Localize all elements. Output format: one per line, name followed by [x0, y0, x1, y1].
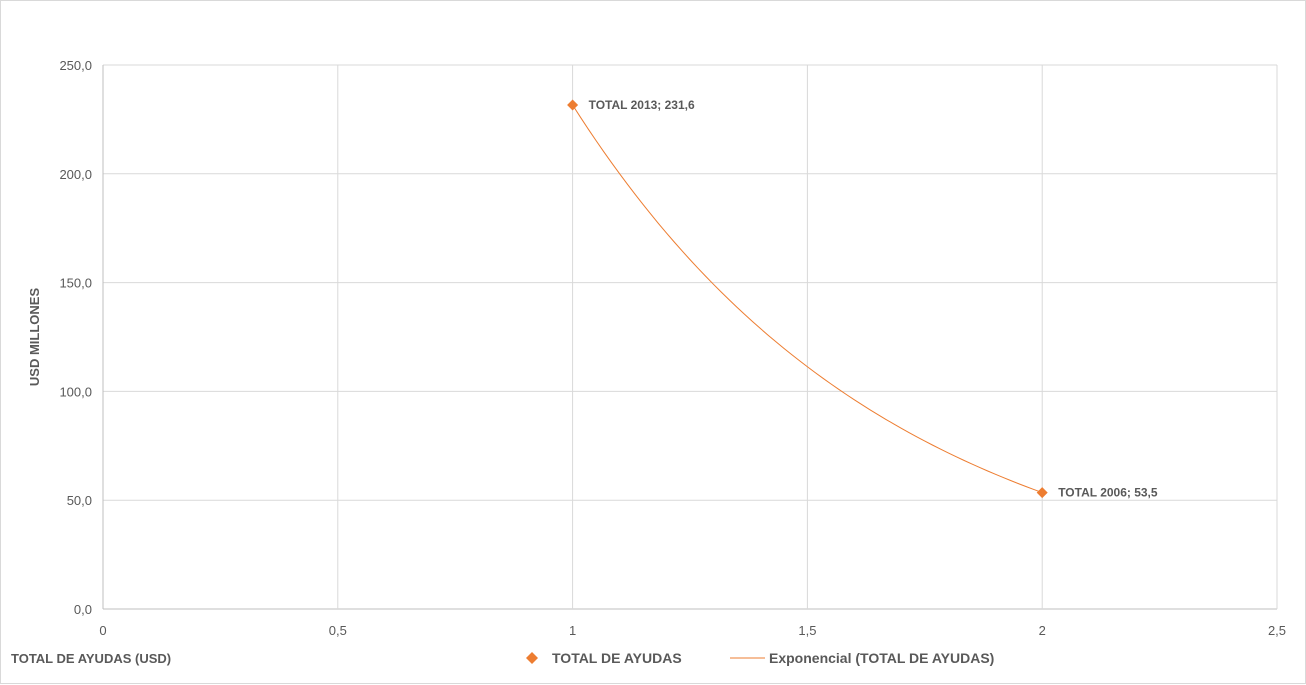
- data-label: TOTAL 2006; 53,5: [1058, 486, 1158, 500]
- x-tick-label: 0,5: [329, 623, 347, 638]
- y-tick-label: 200,0: [59, 167, 92, 182]
- data-labels-layer: TOTAL 2013; 231,6 TOTAL 2006; 53,5: [589, 98, 1158, 500]
- y-tick-label: 100,0: [59, 384, 92, 399]
- x-tick-label: 1: [569, 623, 576, 638]
- x-tick-label: 1,5: [798, 623, 816, 638]
- data-label: TOTAL 2013; 231,6: [589, 98, 695, 112]
- trendline-exponencial: [572, 104, 1043, 494]
- x-axis-title: TOTAL DE AYUDAS (USD): [11, 651, 171, 666]
- y-axis-title: USD MILLONES: [27, 288, 42, 387]
- legend-label-exponencial: Exponencial (TOTAL DE AYUDAS): [769, 650, 994, 666]
- y-tick-label: 0,0: [74, 602, 92, 617]
- legend: TOTAL DE AYUDAS Exponencial (TOTAL DE AY…: [526, 650, 994, 666]
- data-point: [567, 99, 579, 111]
- legend-label-total-de-ayudas: TOTAL DE AYUDAS: [552, 650, 682, 666]
- grid-layer: [102, 64, 1278, 610]
- tick-labels-layer: 0,0 50,0 100,0 150,0 200,0 250,0 0 0,5 1 1,5 2 2,5: [59, 58, 1286, 638]
- y-tick-label: 50,0: [67, 493, 92, 508]
- x-tick-label: 0: [99, 623, 106, 638]
- legend-marker-total-de-ayudas: [526, 652, 538, 664]
- x-tick-label: 2: [1039, 623, 1046, 638]
- points-layer: [567, 99, 1048, 499]
- trendline-layer: [572, 104, 1043, 494]
- y-tick-label: 250,0: [59, 58, 92, 73]
- data-point: [1036, 487, 1048, 499]
- y-tick-label: 150,0: [59, 276, 92, 291]
- x-tick-label: 2,5: [1268, 623, 1286, 638]
